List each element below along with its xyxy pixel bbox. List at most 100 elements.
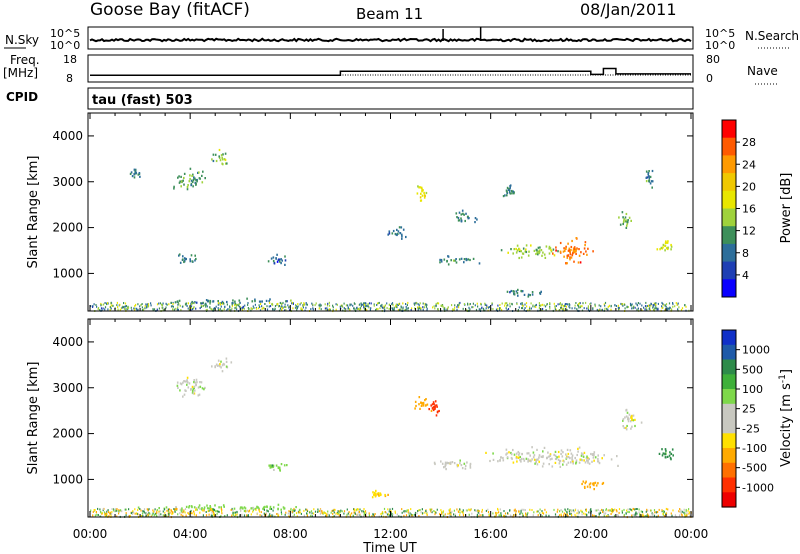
power-point (285, 300, 287, 303)
velocity-point (631, 509, 633, 512)
power-point (555, 305, 557, 307)
velocity-point (162, 510, 164, 513)
velocity-point (134, 512, 136, 515)
power-point (282, 301, 284, 304)
velocity-point (597, 457, 599, 461)
power-point (414, 307, 416, 310)
velocity-point (195, 507, 198, 510)
power-point (237, 304, 240, 307)
power-point (198, 177, 201, 180)
power-point (96, 305, 98, 308)
power-point (462, 307, 464, 310)
power-point (281, 303, 283, 306)
velocity-point (538, 456, 540, 459)
power-point (209, 302, 211, 305)
power-point (525, 250, 528, 254)
power-point (288, 306, 290, 309)
power-point (220, 305, 222, 308)
velocity-point (487, 508, 489, 511)
power-point (515, 251, 518, 254)
power-point (645, 306, 647, 309)
velocity-point (213, 514, 215, 517)
velocity-point (209, 506, 212, 509)
power-point (637, 302, 639, 304)
velocity-point (207, 510, 209, 513)
velocity-point (433, 461, 436, 464)
power-point (116, 301, 118, 304)
velocity-point (502, 459, 505, 462)
velocity-point (164, 511, 166, 514)
nsky-panel: N.Sky 10^5 10^0 10^5 10^0 N.Search (4, 26, 799, 52)
velocity-point (516, 460, 518, 463)
power-point (382, 306, 384, 309)
power-point (284, 309, 286, 312)
power-point (499, 304, 501, 306)
power-point (434, 307, 436, 310)
power-point (299, 303, 301, 306)
power-point (192, 179, 195, 182)
power-colorbar-tick-label: 20 (742, 180, 756, 193)
velocity-point (182, 514, 184, 517)
power-point (272, 256, 275, 259)
power-point (458, 211, 461, 214)
power-point (552, 252, 554, 255)
power-point (386, 302, 388, 305)
power-colorbar-tick-label: 8 (742, 247, 749, 260)
power-point (518, 250, 521, 253)
power-point (563, 255, 565, 258)
velocity-point (670, 452, 673, 455)
power-point (229, 306, 231, 309)
velocity-colorbar-swatch (722, 418, 736, 434)
velocity-point (293, 507, 295, 510)
velocity-point (575, 459, 578, 462)
power-point (463, 213, 465, 216)
velocity-point (428, 408, 430, 411)
velocity-point (617, 464, 619, 467)
velocity-point (346, 508, 348, 511)
power-point (205, 305, 207, 308)
velocity-point (250, 507, 252, 510)
power-point (296, 307, 298, 310)
y-tick-label: 4000 (52, 335, 83, 349)
power-point (178, 254, 180, 257)
power-point (624, 303, 626, 306)
velocity-point (511, 457, 513, 460)
velocity-point (688, 511, 691, 514)
velocity-point (155, 512, 157, 515)
velocity-point (440, 509, 442, 512)
velocity-point (407, 509, 409, 512)
velocity-point (107, 509, 109, 512)
power-point (478, 308, 480, 311)
power-point (647, 171, 650, 175)
power-point (277, 302, 279, 305)
power-point (222, 153, 224, 156)
power-point (179, 180, 181, 183)
velocity-point (567, 456, 570, 459)
velocity-point (214, 504, 216, 507)
power-point (541, 303, 544, 306)
velocity-point (669, 451, 671, 454)
velocity-point (95, 511, 97, 514)
velocity-point (488, 514, 490, 517)
velocity-point (424, 399, 426, 402)
velocity-point (154, 508, 156, 511)
velocity-point (132, 510, 134, 513)
velocity-point (403, 514, 405, 517)
velocity-point (669, 457, 672, 460)
velocity-point (653, 509, 656, 512)
velocity-point (215, 510, 217, 513)
velocity-point (309, 511, 311, 514)
power-point (352, 304, 354, 307)
power-point (189, 177, 191, 181)
velocity-point (449, 462, 452, 465)
velocity-point (469, 464, 472, 467)
power-point (423, 306, 425, 309)
velocity-point (583, 459, 585, 462)
power-point (324, 303, 326, 306)
velocity-point (156, 512, 158, 514)
power-point (598, 309, 600, 312)
velocity-point (536, 458, 538, 461)
velocity-point (603, 513, 605, 516)
velocity-point (374, 495, 377, 498)
